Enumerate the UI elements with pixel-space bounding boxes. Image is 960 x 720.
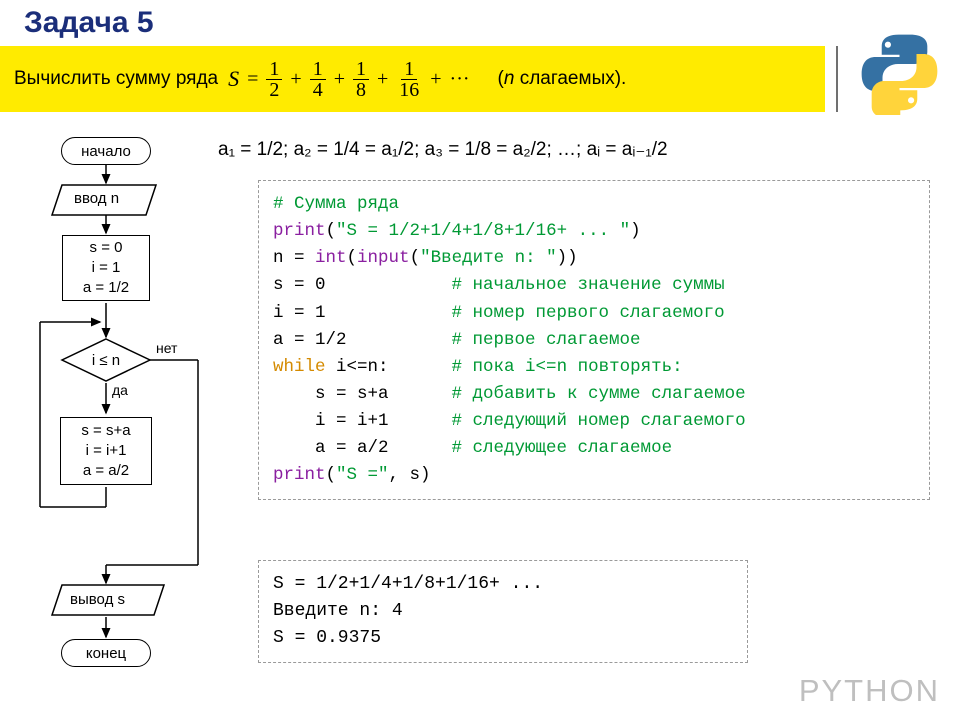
flow-output-label: вывод s <box>70 591 125 608</box>
flow-init: s = 0 i = 1 a = 1/2 <box>62 235 150 301</box>
flow-input-label: ввод n <box>74 190 119 207</box>
python-logo-icon <box>857 30 942 115</box>
bar-prefix: Вычислить сумму ряда <box>14 68 218 90</box>
flow-end: конец <box>61 639 151 667</box>
frac-4: 116 <box>396 59 422 100</box>
frac-1: 12 <box>266 59 282 100</box>
frac-2: 14 <box>310 59 326 100</box>
eq: = <box>247 68 258 91</box>
flow-arrows <box>26 135 226 695</box>
flowchart: начало ввод n s = 0 i = 1 a = 1/2 i ≤ n … <box>26 135 206 695</box>
flow-body: s = s+a i = i+1 a = a/2 <box>60 417 152 485</box>
flow-cond: i ≤ n <box>62 339 150 381</box>
python-footer: python <box>799 662 940 712</box>
paren-text: (n слагаемых). <box>498 68 627 90</box>
sequence-line: a₁ = 1/2; a₂ = 1/4 = a₁/2; a₃ = 1/8 = a₂… <box>218 138 668 161</box>
frac-3: 18 <box>353 59 369 100</box>
flow-no: нет <box>156 340 177 356</box>
formula: S = 12 + 14 + 18 + 116 + ··· <box>228 59 469 100</box>
task-title: Задача 5 <box>24 6 154 40</box>
sym-S: S <box>228 66 239 92</box>
code-block: # Сумма ряда print("S = 1/2+1/4+1/8+1/16… <box>258 180 930 500</box>
flow-start: начало <box>61 137 151 165</box>
divider <box>836 46 838 112</box>
output-block: S = 1/2+1/4+1/8+1/16+ ... Введите n: 4 S… <box>258 560 748 663</box>
problem-bar: Вычислить сумму ряда S = 12 + 14 + 18 + … <box>0 46 825 112</box>
flow-yes: да <box>112 382 128 398</box>
